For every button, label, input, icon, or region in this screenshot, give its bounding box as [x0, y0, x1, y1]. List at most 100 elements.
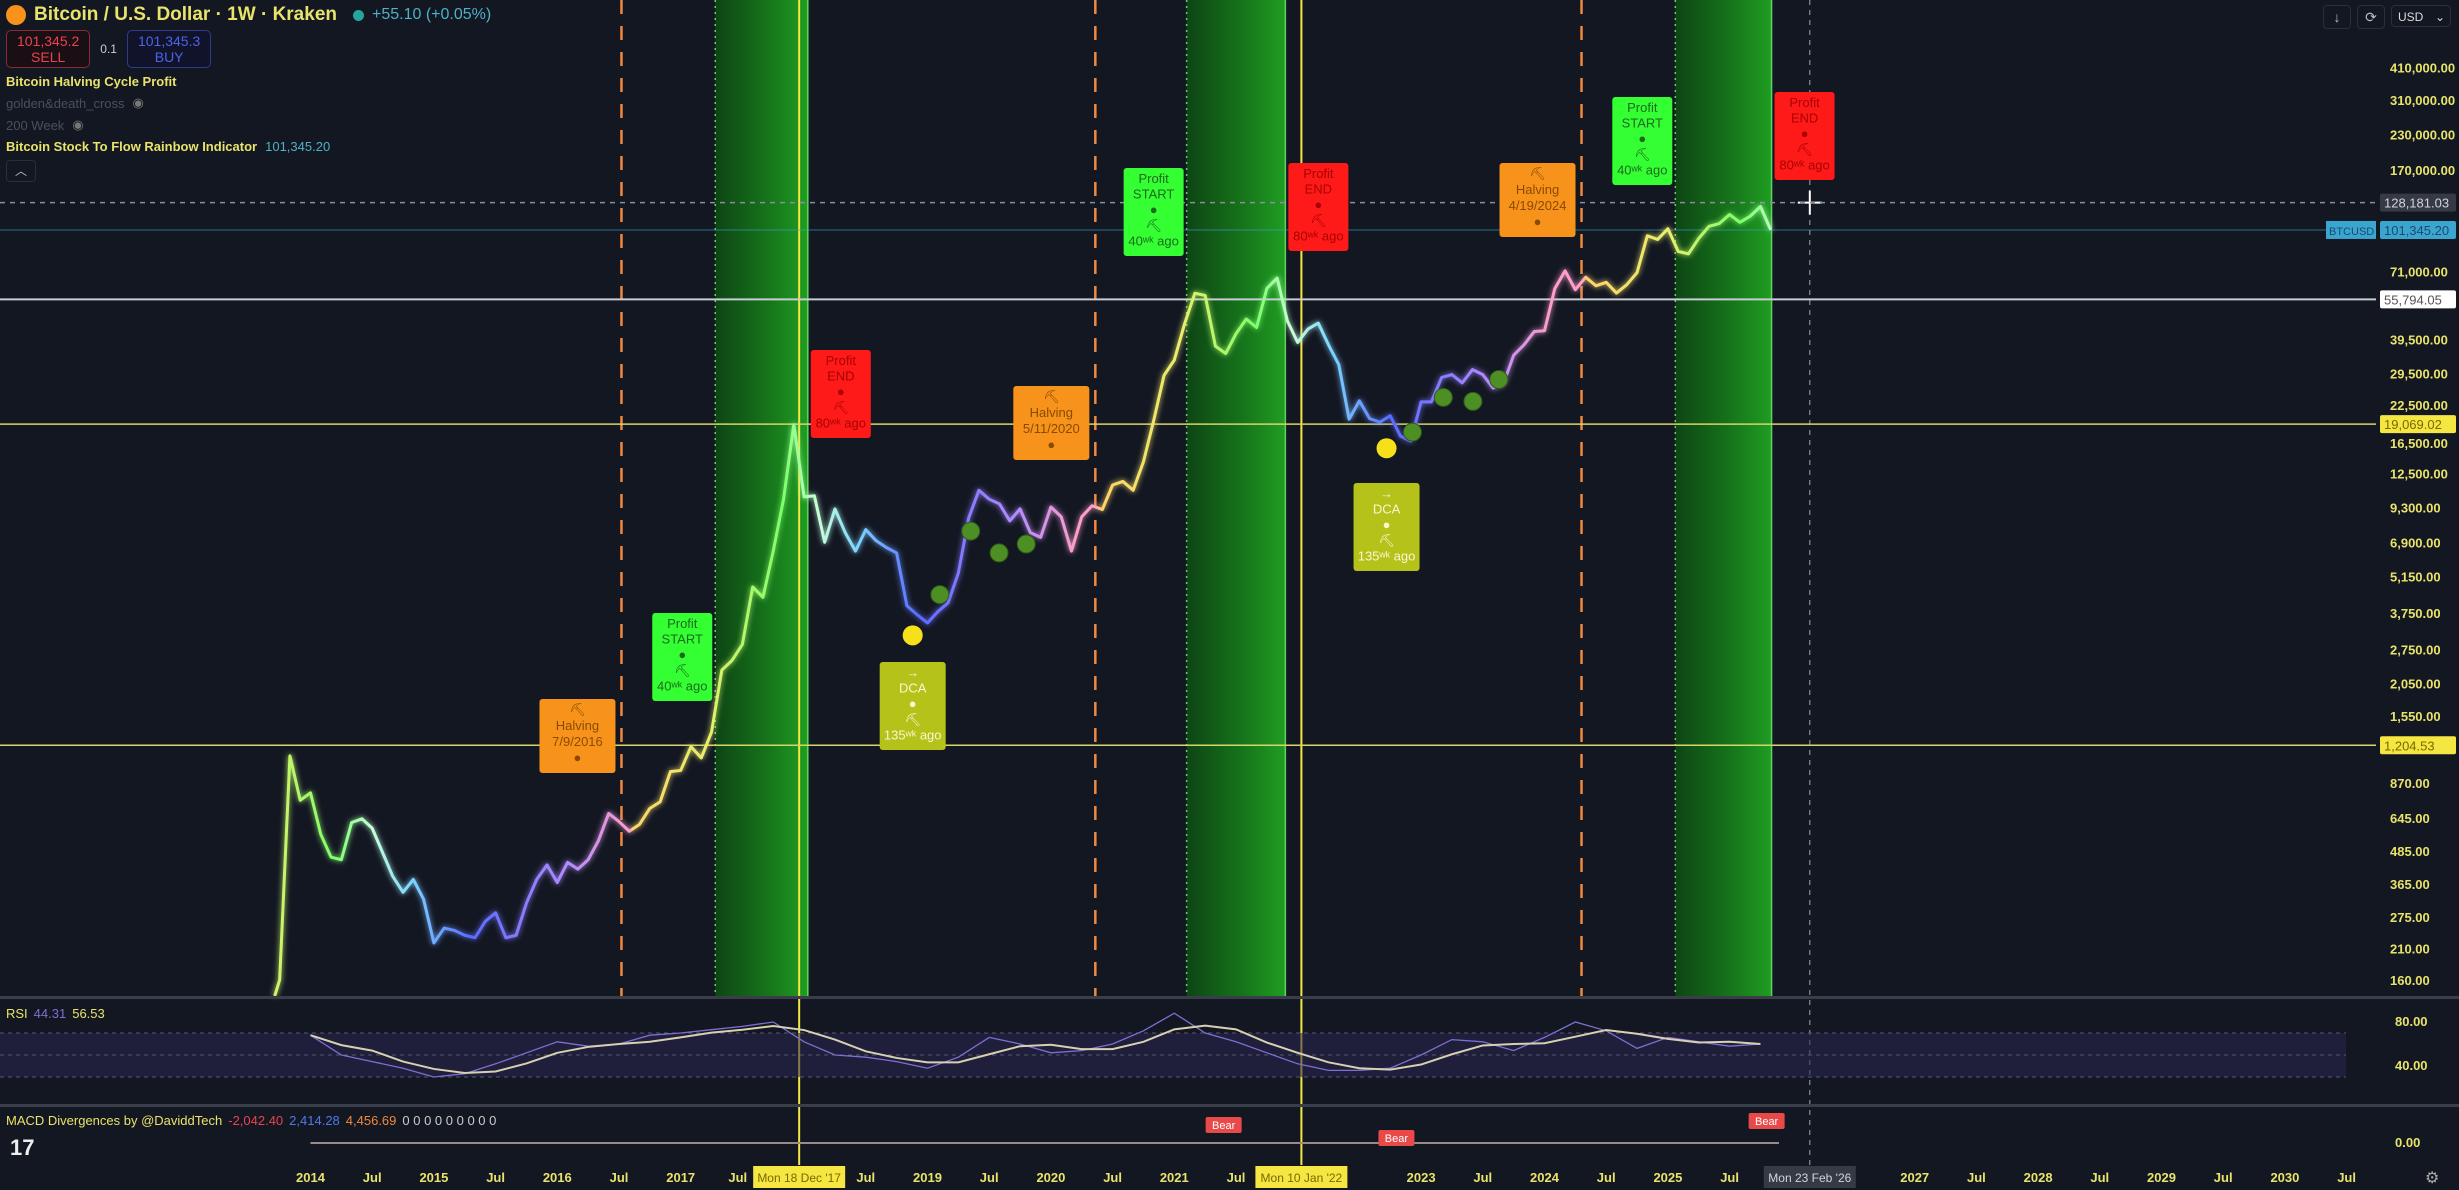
bear-text: Bear: [1755, 1116, 1779, 1128]
time-tick: 2024: [1530, 1170, 1560, 1185]
annotation-text: ●: [1150, 202, 1158, 217]
accumulation-dot: [930, 585, 950, 605]
price-tick: 2,750.00: [2390, 642, 2441, 657]
accumulation-dot: [1433, 387, 1453, 407]
annotation-text: 40ʷᵏ ago: [1128, 233, 1178, 248]
annotation-text: START: [1133, 187, 1174, 202]
annotation-box: [1288, 163, 1349, 251]
collapse-legend-button[interactable]: ︿: [6, 160, 36, 182]
annotation-text: ●: [1047, 437, 1055, 452]
time-tick: 2023: [1407, 1170, 1436, 1185]
time-tick: Jul: [1720, 1170, 1739, 1185]
price-tick: 160.00: [2390, 973, 2430, 988]
macd-label: MACD Divergences by @DaviddTech: [6, 1113, 223, 1128]
tradingview-logo[interactable]: 17: [10, 1135, 35, 1160]
time-tick: Jul: [1227, 1170, 1246, 1185]
indicator-200-week[interactable]: 200 Week ◉: [6, 117, 491, 133]
annotation-box: [810, 350, 871, 438]
time-tick: 2021: [1160, 1170, 1189, 1185]
price-label: 19,069.02: [2384, 417, 2442, 432]
macd-zero-values: 0 0 0 0 0 0 0 0 0: [402, 1113, 497, 1128]
bear-text: Bear: [1212, 1120, 1236, 1132]
annotation-text: Profit: [826, 353, 857, 368]
symbol-title[interactable]: Bitcoin / U.S. Dollar · 1W · Kraken: [34, 4, 337, 25]
buy-label: BUY: [154, 49, 184, 65]
annotation-text: 135ʷᵏ ago: [884, 727, 942, 742]
eye-hidden-icon[interactable]: ◉: [72, 117, 84, 132]
annotation-text: Halving: [556, 718, 599, 733]
price-tick: 410,000.00: [2390, 60, 2455, 75]
indicator-name: Bitcoin Stock To Flow Rainbow Indicator: [6, 139, 258, 154]
time-tick: 2030: [2270, 1170, 2299, 1185]
annotation-text: ⛏: [1378, 533, 1395, 548]
annotation-text: END: [827, 369, 854, 384]
indicator-halving-cycle[interactable]: Bitcoin Halving Cycle Profit: [6, 74, 491, 89]
time-tick: Jul: [486, 1170, 505, 1185]
price-tick: 485.00: [2390, 844, 2430, 859]
bitcoin-logo-icon: [6, 5, 26, 25]
annotation-text: ⛏: [674, 663, 691, 678]
time-tick: Jul: [1967, 1170, 1986, 1185]
time-tick: Jul: [728, 1170, 747, 1185]
annotation-box: [1612, 97, 1673, 185]
date-label-box: [1255, 1166, 1348, 1188]
price-tick: 2,050.00: [2390, 676, 2441, 691]
annotation-dca: →DCA●⛏135ʷᵏ ago: [1353, 483, 1420, 571]
price-label: 128,181.03: [2384, 196, 2449, 211]
indicator-value: 101,345.20: [265, 139, 331, 154]
price-tick: 71,000.00: [2390, 264, 2448, 279]
pane-divider: [0, 996, 2459, 999]
buy-price: 101,345.3: [137, 33, 201, 49]
annotation-box: [1123, 168, 1184, 256]
time-tick: Jul: [856, 1170, 875, 1185]
dca-dot: [1376, 438, 1397, 459]
time-tick: Jul: [363, 1170, 382, 1185]
annotation-text: ⛏: [569, 702, 586, 717]
refresh-icon[interactable]: ⟳: [2357, 5, 2385, 29]
bear-badge: [1378, 1130, 1415, 1146]
annotation-text: ●: [909, 696, 917, 711]
order-quantity[interactable]: 0.1: [100, 42, 117, 56]
macd-line-value: 2,414.28: [289, 1113, 340, 1128]
pane-divider: [0, 1104, 2459, 1107]
bear-divergence-label: Bear: [1378, 1130, 1415, 1146]
time-tick: 2028: [2024, 1170, 2053, 1185]
indicator-panes: 80.00 40.00 Bear Bear Bear 0.00: [0, 996, 2459, 1150]
rsi-legend[interactable]: RSI 44.31 56.53: [6, 1006, 105, 1021]
price-tick: 9,300.00: [2390, 501, 2441, 516]
accumulation-dot: [1402, 422, 1422, 442]
time-tick: Jul: [2214, 1170, 2233, 1185]
annotation-text: 135ʷᵏ ago: [1358, 548, 1416, 563]
bear-divergence-label: Bear: [1748, 1113, 1785, 1129]
eye-hidden-icon[interactable]: ◉: [132, 95, 144, 110]
buy-button[interactable]: 101,345.3 BUY: [126, 30, 212, 68]
download-icon[interactable]: ↓: [2323, 5, 2351, 29]
currency-select[interactable]: USD ⌄: [2391, 5, 2451, 27]
date-label: Mon 10 Jan '22: [1261, 1171, 1343, 1185]
date-label-box: [1763, 1166, 1856, 1188]
time-tick: 2015: [419, 1170, 448, 1185]
sell-button[interactable]: 101,345.2 SELL: [6, 30, 91, 68]
accumulation-dot: [1463, 391, 1483, 411]
settings-gear-icon[interactable]: ⚙: [2425, 1170, 2439, 1187]
annotation-box: [1774, 92, 1835, 180]
annotation-text: Halving: [1030, 405, 1073, 420]
price-tick: 365.00: [2390, 877, 2430, 892]
annotation-box: [879, 662, 946, 750]
indicator-stock-to-flow[interactable]: Bitcoin Stock To Flow Rainbow Indicator 1…: [6, 139, 491, 154]
indicator-golden-death-cross[interactable]: golden&death_cross ◉: [6, 95, 491, 111]
time-tick: Jul: [610, 1170, 629, 1185]
price-tick: 3,750.00: [2390, 606, 2441, 621]
price-label-box: [2380, 193, 2456, 212]
annotation-text: 80ʷᵏ ago: [1293, 228, 1343, 243]
annotation-box: [1499, 163, 1576, 237]
annotation-text: Profit: [1303, 166, 1334, 181]
price-tick: 210.00: [2390, 941, 2430, 956]
indicator-name: Bitcoin Halving Cycle Profit: [6, 74, 177, 89]
rsi-line: [310, 1012, 1761, 1078]
macd-legend[interactable]: MACD Divergences by @DaviddTech -2,042.40…: [6, 1113, 496, 1128]
